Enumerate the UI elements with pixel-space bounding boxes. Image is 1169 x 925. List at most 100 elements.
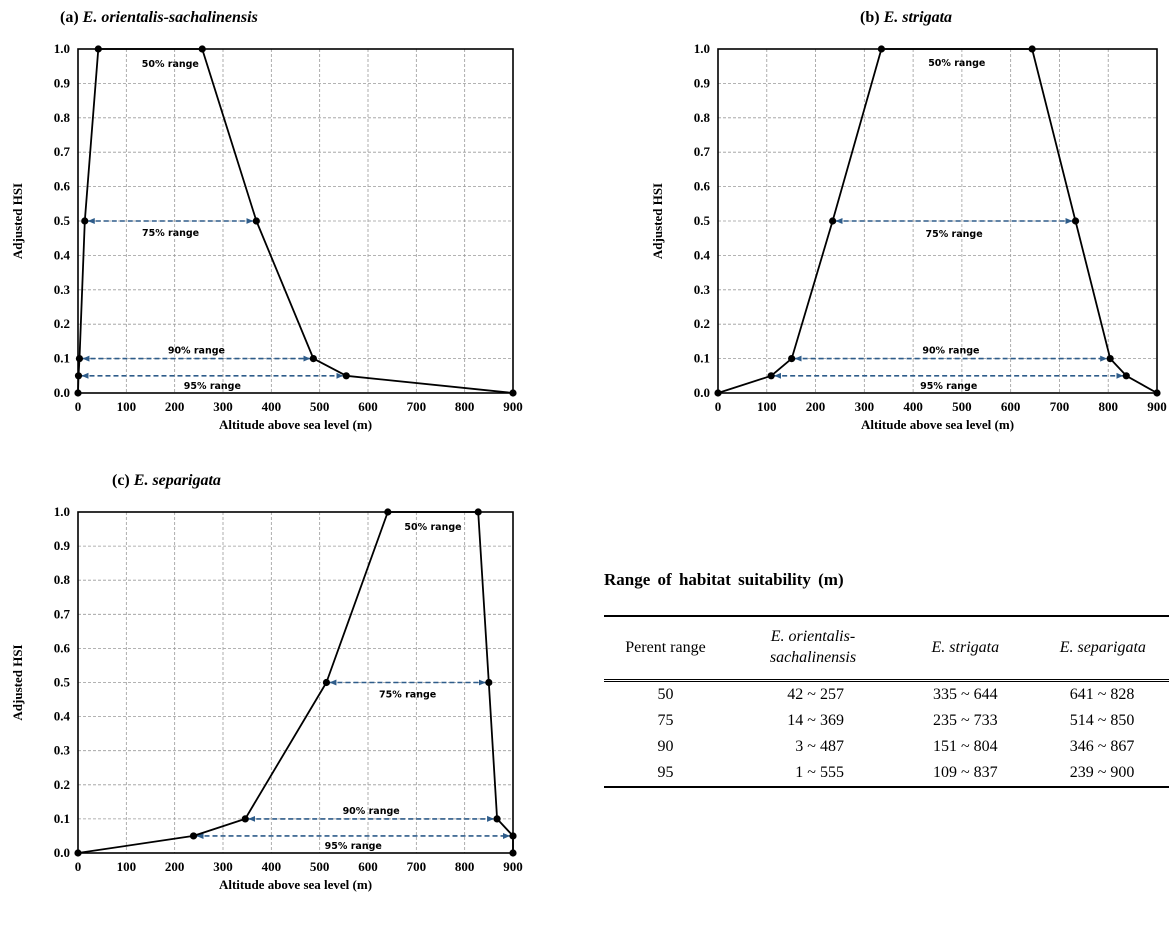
header-species-b: E. strigata <box>898 615 1032 682</box>
table-cell: 151 ~ 804 <box>932 738 998 755</box>
data-point <box>509 389 517 397</box>
data-point <box>198 45 206 53</box>
table-cell: 514 ~ 850 <box>1069 712 1135 729</box>
table-cell: 95 <box>604 760 727 788</box>
x-tick-label: 200 <box>806 399 826 414</box>
chart-panel-c: (c) E. separigata 0 100 200 300 400 500 600 700 8… <box>0 455 540 925</box>
x-tick-label: 800 <box>455 399 475 414</box>
plot-frame <box>77 48 514 394</box>
y-axis-label: Adjusted HSI <box>10 183 25 259</box>
table-cell: 90 <box>657 738 674 755</box>
data-point <box>1071 217 1080 225</box>
y-tick-label: 0.2 <box>54 316 70 331</box>
y-tick-label: 0.1 <box>694 351 710 366</box>
y-tick-label: 0.6 <box>54 640 71 655</box>
x-tick-label: 800 <box>1098 399 1118 414</box>
y-tick-label: 0.4 <box>694 247 711 262</box>
chart-b-svg: (b) E. strigata 0 100 200 300 400 500 600 700 800… <box>650 9 1167 432</box>
y-tick-label: 0.3 <box>694 282 711 297</box>
chart-title: (b) E. strigata <box>860 9 952 26</box>
data-point <box>474 508 482 516</box>
header-species-c: E. separigata <box>1031 615 1169 682</box>
x-tick-label: 800 <box>455 859 475 874</box>
y-tick-label: 0.8 <box>54 572 71 587</box>
data-point <box>1153 389 1161 397</box>
y-tick-label: 0.1 <box>54 811 70 826</box>
x-tick-label: 600 <box>358 859 378 874</box>
series-line <box>77 511 514 854</box>
y-tick-label: 0.0 <box>54 385 70 400</box>
chart-title: (c) E. separigata <box>112 472 221 489</box>
range-label: 75% range <box>379 690 436 701</box>
data-point <box>94 45 102 53</box>
x-tick-label: 0 <box>75 859 82 874</box>
y-tick-label: 0.0 <box>694 385 710 400</box>
data-point <box>189 832 198 840</box>
x-tick-label: 700 <box>407 859 427 874</box>
series-line <box>717 48 1158 394</box>
table-row: 90 3 ~ 487 151 ~ 804 346 ~ 867 <box>604 734 1169 760</box>
data-point <box>877 45 886 53</box>
data-point <box>1122 372 1130 380</box>
data-point <box>1106 355 1114 363</box>
y-tick-label: 0.6 <box>54 179 71 194</box>
series-line <box>77 48 514 394</box>
chart-title: (a) E. orientalis-sachalinensis <box>60 9 258 26</box>
y-tick-label: 0.5 <box>694 213 711 228</box>
chart-title-species: E. orientalis-sachalinensis <box>82 9 258 26</box>
x-axis-label: Altitude above sea level (m) <box>219 417 372 432</box>
table-cell: 641 ~ 828 <box>1069 686 1135 703</box>
x-tick-label: 900 <box>1147 399 1167 414</box>
y-tick-label: 0.3 <box>54 743 71 758</box>
y-tick-label: 0.8 <box>694 110 711 125</box>
range-label: 95% range <box>920 381 977 392</box>
x-axis-label: Altitude above sea level (m) <box>861 417 1014 432</box>
x-tick-label: 900 <box>503 859 523 874</box>
range-label: 90% range <box>343 806 400 817</box>
chart-c-svg: (c) E. separigata 0 100 200 300 400 500 600 700 8… <box>10 472 523 892</box>
x-tick-label: 0 <box>75 399 82 414</box>
data-point <box>74 849 82 857</box>
range-label: 95% range <box>184 381 241 392</box>
range-label: 75% range <box>142 228 199 239</box>
y-tick-label: 0.9 <box>694 75 711 90</box>
data-point <box>74 372 83 380</box>
x-tick-label: 0 <box>715 399 722 414</box>
x-tick-label: 500 <box>310 859 330 874</box>
data-point <box>252 217 260 225</box>
x-tick-label: 700 <box>407 399 427 414</box>
chart-panel-b: (b) E. strigata 0 100 200 300 400 500 600 700 800… <box>640 0 1169 432</box>
x-tick-label: 500 <box>952 399 972 414</box>
data-point <box>309 355 317 363</box>
x-axis-label: Altitude above sea level (m) <box>219 877 372 892</box>
table-cell: 335 ~ 644 <box>932 686 998 703</box>
range-table: Perent range E. orientalis- sachalinensi… <box>604 615 1169 788</box>
x-tick-label: 900 <box>503 399 523 414</box>
range-label: 50% range <box>142 59 199 70</box>
y-tick-label: 1.0 <box>54 504 70 519</box>
data-point <box>81 217 89 225</box>
table-cell: 42 ~ 257 <box>787 686 844 703</box>
y-tick-label: 0.9 <box>54 75 71 90</box>
table-cell: 109 ~ 837 <box>898 760 1032 788</box>
table-cell: 239 ~ 900 <box>1031 760 1169 788</box>
x-tick-label: 100 <box>117 399 137 414</box>
y-tick-label: 0.2 <box>54 777 70 792</box>
data-point <box>767 372 775 380</box>
chart-panel-label: (b) <box>860 9 884 26</box>
table-row: 95 1 ~ 555 109 ~ 837 239 ~ 900 <box>604 760 1169 788</box>
plot-frame <box>77 511 514 854</box>
data-point <box>241 815 249 823</box>
x-tick-label: 100 <box>117 859 137 874</box>
table-row: 75 14 ~ 369 235 ~ 733 514 ~ 850 <box>604 708 1169 734</box>
range-table-section: Range of habitat suitability (m) Perent … <box>604 570 1169 810</box>
table-cell: 3 ~ 487 <box>795 738 844 755</box>
range-label: 95% range <box>325 841 382 852</box>
data-point <box>1028 45 1036 53</box>
header-species-a: E. orientalis- sachalinensis <box>726 615 899 682</box>
table-title: Range of habitat suitability (m) <box>604 570 844 589</box>
y-tick-label: 0.9 <box>54 538 71 553</box>
chart-panel-a: (a) E. orientalis-sachalinensis 0 100 200 30… <box>0 0 540 432</box>
table-cell: 235 ~ 733 <box>932 712 998 729</box>
range-label: 90% range <box>922 346 979 357</box>
